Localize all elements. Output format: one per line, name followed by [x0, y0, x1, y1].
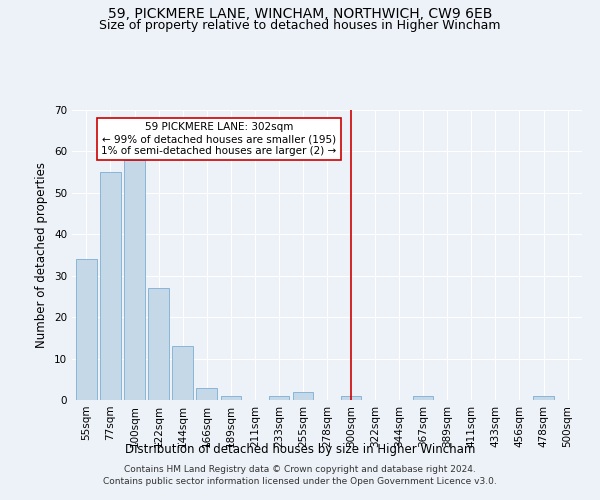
Text: Size of property relative to detached houses in Higher Wincham: Size of property relative to detached ho…	[99, 19, 501, 32]
Text: Contains public sector information licensed under the Open Government Licence v3: Contains public sector information licen…	[103, 477, 497, 486]
Bar	[76, 259, 97, 400]
Text: 59, PICKMERE LANE, WINCHAM, NORTHWICH, CW9 6EB: 59, PICKMERE LANE, WINCHAM, NORTHWICH, C…	[108, 8, 492, 22]
Bar	[100, 172, 121, 400]
Text: Contains HM Land Registry data © Crown copyright and database right 2024.: Contains HM Land Registry data © Crown c…	[124, 465, 476, 474]
Bar	[196, 388, 217, 400]
Bar	[413, 396, 433, 400]
Bar	[341, 396, 361, 400]
Y-axis label: Number of detached properties: Number of detached properties	[35, 162, 49, 348]
Bar	[124, 160, 145, 400]
Bar	[221, 396, 241, 400]
Bar	[293, 392, 313, 400]
Bar	[533, 396, 554, 400]
Text: Distribution of detached houses by size in Higher Wincham: Distribution of detached houses by size …	[125, 442, 475, 456]
Bar	[172, 346, 193, 400]
Bar	[269, 396, 289, 400]
Text: 59 PICKMERE LANE: 302sqm
← 99% of detached houses are smaller (195)
1% of semi-d: 59 PICKMERE LANE: 302sqm ← 99% of detach…	[101, 122, 337, 156]
Bar	[148, 288, 169, 400]
